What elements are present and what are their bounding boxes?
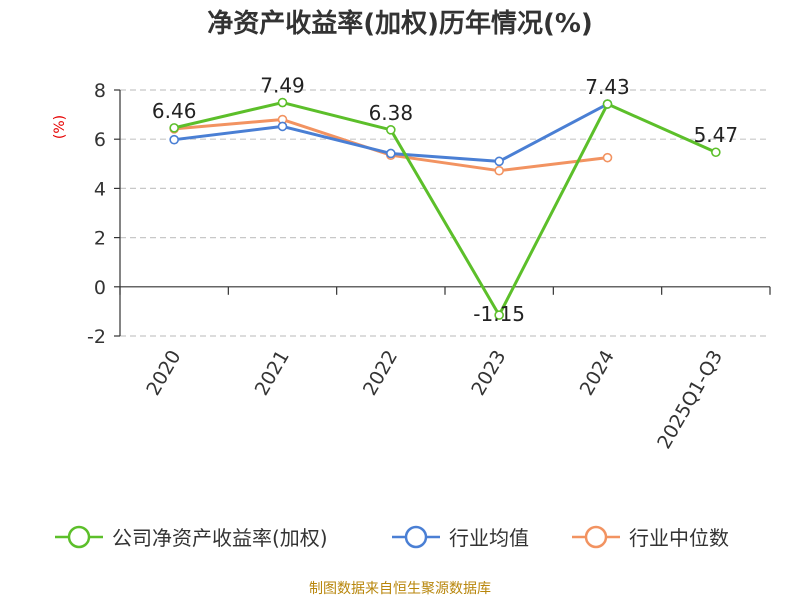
- legend-marker: [404, 525, 428, 549]
- chart-title: 净资产收益率(加权)历年情况(%): [207, 8, 593, 39]
- data-point: [494, 165, 504, 176]
- data-point: [494, 310, 504, 320]
- data-point: [602, 99, 613, 109]
- grid-lines: [120, 89, 770, 337]
- series-line: [173, 101, 717, 317]
- y-tick-label: -2: [87, 326, 106, 348]
- data-point: [169, 123, 179, 133]
- legend-label: 行业均值: [449, 526, 529, 550]
- x-tick-label: 2022: [359, 347, 402, 400]
- legend-label: 公司净资产收益率(加权): [112, 526, 328, 550]
- x-tick-label: 2023: [467, 346, 510, 399]
- data-labels: 6.46 7.49 6.38 -1.15 7.43 5.47: [152, 74, 738, 327]
- data-point: [494, 156, 504, 167]
- x-tick-label: 2024: [576, 347, 619, 400]
- legend: 公司净资产收益率(加权) 行业均值 行业中位数: [55, 525, 729, 550]
- series-group: [169, 97, 721, 320]
- data-point: [386, 125, 396, 135]
- y-tick-label: 8: [94, 80, 106, 102]
- data-label: 6.46: [152, 99, 197, 123]
- data-point: [277, 121, 288, 132]
- data-label: 7.49: [260, 74, 305, 98]
- data-label: 7.43: [585, 75, 630, 99]
- y-tick-labels: -2 0 2 4 6 8: [87, 80, 106, 348]
- data-label: -1.15: [473, 302, 525, 326]
- data-point: [386, 148, 396, 159]
- legend-marker: [584, 525, 608, 549]
- y-tick-label: 2: [94, 228, 106, 250]
- y-axis-unit: (%): [52, 115, 68, 139]
- data-point: [277, 97, 288, 108]
- data-point: [602, 152, 613, 163]
- y-tick-label: 0: [94, 277, 106, 299]
- data-label: 5.47: [694, 123, 739, 147]
- x-tick-label: 2025Q1-Q3: [653, 347, 727, 453]
- data-point: [711, 147, 721, 158]
- x-tick-labels: 2020 2021 2022 2023 2024 2025Q1-Q3: [142, 346, 727, 452]
- source-note: 制图数据来自恒生聚源数据库: [309, 581, 491, 597]
- x-tick-label: 2020: [142, 347, 185, 400]
- y-tick-label: 4: [94, 178, 106, 200]
- data-point: [169, 134, 179, 145]
- x-tick-label: 2021: [251, 347, 294, 400]
- axes: [114, 89, 771, 337]
- data-label: 6.38: [369, 101, 414, 125]
- y-tick-label: 6: [94, 129, 106, 151]
- legend-label: 行业中位数: [629, 526, 729, 550]
- legend-marker: [67, 525, 91, 549]
